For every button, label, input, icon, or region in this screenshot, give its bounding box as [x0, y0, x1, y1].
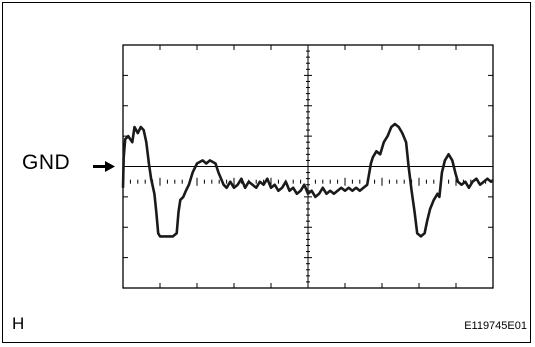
arrow-right-icon	[93, 161, 115, 172]
figure-frame	[2, 2, 531, 343]
figure-code: E119745E01	[464, 320, 527, 332]
figure-letter: H	[12, 314, 25, 333]
ground-label: GND	[22, 151, 71, 174]
signal-waveform	[121, 122, 494, 238]
